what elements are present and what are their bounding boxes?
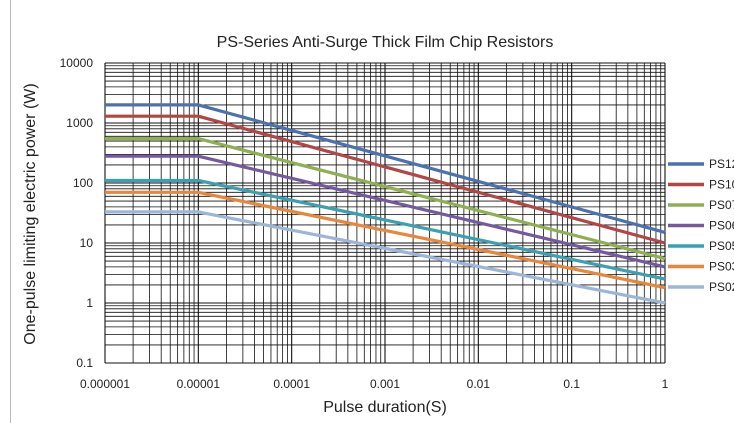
x-tick-label: 0.00001 — [177, 377, 221, 391]
x-tick-label: 0.001 — [370, 377, 400, 391]
legend-label-ps03: PS03 — [709, 260, 734, 274]
legend: PS12 PS10 PS07 PS06 PS05 PS03 PS02 — [668, 157, 734, 294]
legend-label-ps07: PS07 — [709, 198, 734, 212]
legend-label-ps02: PS02 — [709, 280, 734, 294]
chart-title: PS-Series Anti-Surge Thick Film Chip Res… — [216, 34, 554, 51]
legend-label-ps10: PS10 — [709, 178, 734, 192]
y-tick-label: 1 — [86, 296, 93, 310]
series-line-ps02 — [105, 210, 666, 305]
legend-label-ps05: PS05 — [709, 239, 734, 253]
series-line-ps07 — [105, 137, 666, 261]
x-tick-label: 0.0001 — [273, 377, 310, 391]
y-tick-label: 10 — [80, 236, 94, 250]
y-tick-label: 0.1 — [76, 356, 93, 370]
x-tick-label: 0.1 — [563, 377, 580, 391]
y-tick-label: 10000 — [60, 56, 94, 70]
x-axis-label: Pulse duration(S) — [323, 399, 447, 416]
x-tick-label: 1 — [662, 377, 669, 391]
y-tick-label: 100 — [73, 176, 93, 190]
series-line-ps03 — [105, 190, 666, 290]
left-border — [10, 0, 11, 423]
tick-labels: 0.000001 0.00001 0.0001 0.001 0.01 0.1 1 10000 1… — [60, 56, 669, 391]
x-tick-label: 0.01 — [467, 377, 491, 391]
series-line-ps10 — [105, 114, 666, 245]
series-line-ps05 — [105, 178, 666, 281]
legend-label-ps12: PS12 — [709, 157, 734, 171]
legend-label-ps06: PS06 — [709, 219, 734, 233]
series-line-ps12 — [105, 103, 666, 234]
series-lines — [105, 103, 666, 305]
y-tick-label: 1000 — [66, 116, 93, 130]
series-line-ps06 — [105, 154, 666, 269]
x-tick-label: 0.000001 — [80, 377, 130, 391]
